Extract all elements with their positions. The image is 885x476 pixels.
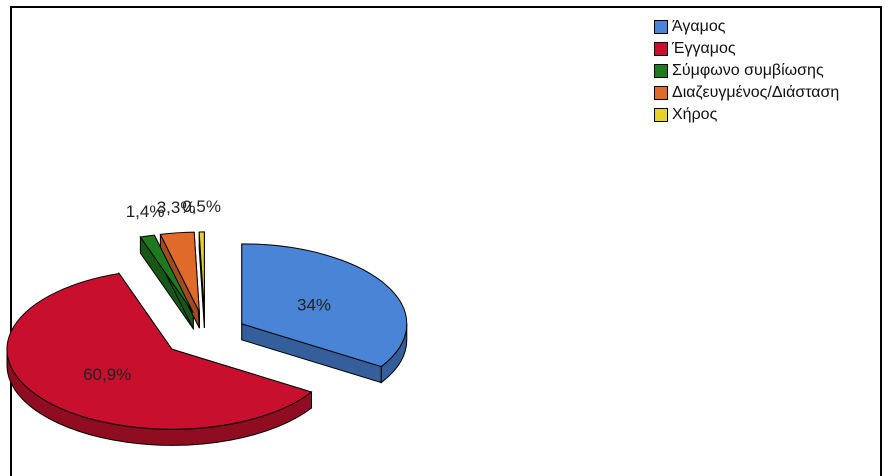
pie-tops (6, 231, 408, 430)
pie-labels: 34% 60,9% 1,4%3,3%0,5% (83, 197, 331, 384)
pie-slice (139, 234, 194, 314)
legend-label: Χήρος (672, 106, 718, 123)
legend-swatch (654, 64, 668, 78)
pie-slice (198, 231, 205, 312)
legend-label: Έγγαμος (672, 40, 736, 57)
legend-item: Άγαμος (654, 16, 839, 38)
legend-swatch (654, 86, 668, 100)
pie-slice (159, 231, 200, 313)
legend-swatch (654, 42, 668, 56)
pie-slice-label: 34% (297, 296, 331, 315)
legend-swatch (654, 108, 668, 122)
legend-label: Διαζευγμένος/Διάσταση (672, 84, 840, 101)
legend-item: Διαζευγμένος/Διάσταση (654, 82, 839, 104)
pie-slice-label: 60,9% (83, 365, 131, 384)
legend-swatch (654, 20, 668, 34)
legend-label: Άγαμος (672, 18, 726, 35)
legend-item: Χήρος (654, 104, 839, 126)
legend-item: Σύμφωνο συμβίωσης (654, 60, 839, 82)
legend: Άγαμος Έγγαμος Σύμφωνο συμβίωσης Διαζευγ… (654, 16, 839, 126)
pie-chart: 34% 60,9% 1,4%3,3%0,5% (6, 197, 408, 446)
pie-slice-label: 1,4% (126, 202, 165, 221)
pie-slice (241, 243, 408, 368)
legend-label: Σύμφωνο συμβίωσης (672, 62, 824, 79)
pie-slice-label: 0,5% (182, 197, 221, 216)
pie-slice (6, 272, 313, 430)
pie-slice-label: 3,3% (157, 198, 196, 217)
legend-item: Έγγαμος (654, 38, 839, 60)
